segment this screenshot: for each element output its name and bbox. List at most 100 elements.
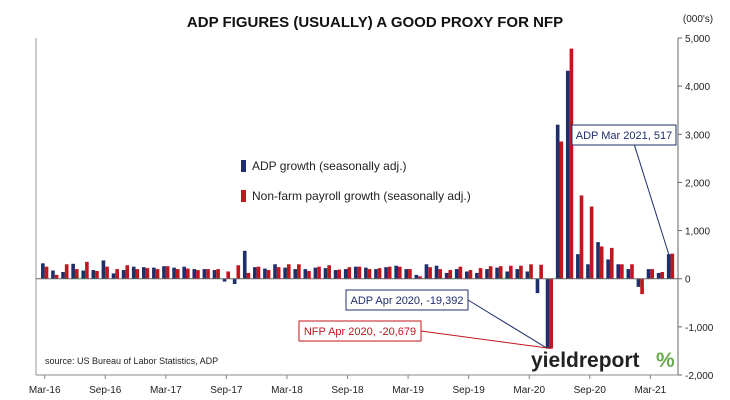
nfp-bar xyxy=(216,269,220,279)
nfp-bar xyxy=(64,264,69,279)
adp-bar xyxy=(111,273,116,279)
adp-bar xyxy=(465,271,469,279)
y-tick-label: 4,000 xyxy=(685,82,710,93)
x-tick-label: Sep-19 xyxy=(453,385,486,396)
x-tick-label: Mar-21 xyxy=(634,385,666,396)
nfp-bar xyxy=(559,141,564,279)
x-tick-label: Mar-19 xyxy=(392,385,424,396)
nfp-bar xyxy=(620,264,624,279)
adp-bar xyxy=(253,267,257,279)
x-tick-label: Sep-16 xyxy=(89,385,122,396)
annotation-label: ADP Mar 2021, 517 xyxy=(576,130,672,142)
nfp-bar xyxy=(539,264,543,279)
y-tick-label: 3,000 xyxy=(685,130,710,141)
chart-title: ADP FIGURES (USUALLY) A GOOD PROXY FOR N… xyxy=(187,14,563,31)
adp-bar xyxy=(525,271,530,279)
nfp-bar xyxy=(640,278,644,295)
adp-bar xyxy=(454,269,459,279)
adp-bar xyxy=(404,269,409,279)
adp-bar xyxy=(242,250,247,279)
adp-bar xyxy=(222,278,227,282)
nfp-bar xyxy=(448,270,453,279)
adp-bar xyxy=(384,267,388,279)
adp-bar xyxy=(212,270,217,279)
nfp-bar xyxy=(125,265,130,279)
adp-bar xyxy=(121,270,126,279)
adp-bar xyxy=(162,266,166,279)
adp-bar xyxy=(606,259,610,279)
annotation-box xyxy=(345,289,469,311)
nfp-bar xyxy=(650,269,654,279)
nfp-bar xyxy=(488,266,493,279)
nfp-bar xyxy=(428,267,432,279)
annotation-box xyxy=(571,124,677,146)
annotation-label: NFP Apr 2020, -20,679 xyxy=(304,326,416,338)
nfp-bar xyxy=(660,271,665,279)
adp-bar xyxy=(656,272,661,279)
nfp-bar xyxy=(549,278,554,349)
nfp-bar xyxy=(418,276,422,279)
adp-bar xyxy=(192,269,197,279)
nfp-bar xyxy=(397,266,402,279)
adp-bar xyxy=(505,271,510,279)
adp-bar xyxy=(81,270,86,279)
nfp-bar xyxy=(519,265,523,279)
nfp-bar xyxy=(529,264,533,279)
adp-bar xyxy=(323,268,328,279)
adp-bar xyxy=(586,264,590,279)
nfp-bar xyxy=(327,265,331,279)
annotations-group: ADP Mar 2021, 517 ADP Apr 2020, -19,392 NF… xyxy=(298,124,677,350)
adp-bar xyxy=(141,267,146,279)
yieldreport-logo: yieldreport % xyxy=(531,349,675,372)
y-tick-label: 5,000 xyxy=(685,34,710,45)
adp-bar xyxy=(535,278,540,294)
adp-bar xyxy=(424,264,429,279)
nfp-bar xyxy=(165,266,170,279)
adp-bar xyxy=(152,267,156,279)
nfp-bar xyxy=(115,269,119,279)
nfp-bar xyxy=(468,270,473,279)
annotation-leader-line xyxy=(420,330,552,350)
adp-bar xyxy=(576,254,580,279)
adp-bar xyxy=(182,266,186,279)
adp-bar xyxy=(61,271,65,279)
nfp-bar xyxy=(337,269,342,279)
adp-bar xyxy=(303,269,308,279)
bars-group xyxy=(41,48,675,349)
nfp-bar xyxy=(297,264,301,279)
nfp-bar xyxy=(266,270,271,279)
adp-bar xyxy=(646,269,651,279)
adp-bar xyxy=(273,264,277,279)
x-tick-label: Sep-20 xyxy=(574,385,607,396)
legend-label-adp: ADP growth (seasonally adj.) xyxy=(252,159,407,173)
nfp-bar xyxy=(95,271,99,279)
adp-bar xyxy=(626,269,631,279)
adp-bar xyxy=(636,278,641,287)
nfp-bar xyxy=(175,269,180,279)
nfp-bar xyxy=(135,269,140,279)
nfp-bar xyxy=(206,269,210,279)
adp-bar xyxy=(515,269,520,279)
adp-bar xyxy=(444,272,449,279)
x-tick-label: Mar-16 xyxy=(29,385,61,396)
adp-bar xyxy=(434,265,439,279)
nfp-bar xyxy=(246,272,251,279)
adp-bar xyxy=(71,263,75,279)
annotation-leader-line xyxy=(467,299,548,349)
nfp-bar xyxy=(670,253,675,279)
adp-bar xyxy=(414,274,419,279)
nfp-bar xyxy=(307,271,311,279)
nfp-bar xyxy=(347,267,352,279)
nfp-bar xyxy=(377,268,382,279)
adp-bar xyxy=(565,70,570,279)
nfp-bar xyxy=(408,269,412,279)
y-tick-label: 0 xyxy=(685,275,691,286)
nfp-bar xyxy=(599,246,604,279)
axes-group: -2,000 -1,000 0 1,000 2,000 3,000 4,000 5,000 Ma… xyxy=(29,34,714,396)
x-tick-label: Mar-17 xyxy=(150,385,182,396)
nfp-bar xyxy=(589,206,594,279)
adp-bar xyxy=(545,278,550,349)
adp-bar xyxy=(293,269,298,279)
adp-bar xyxy=(101,260,106,279)
